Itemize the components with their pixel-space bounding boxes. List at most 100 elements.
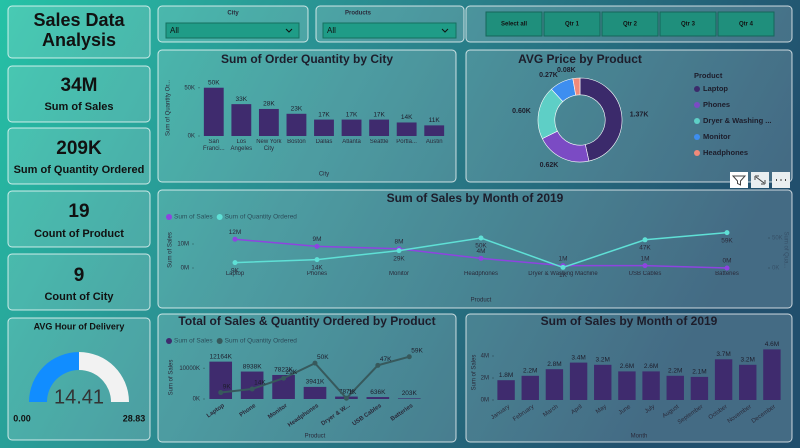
data-label: 9K [223, 383, 232, 390]
slicer-label: Products [345, 11, 372, 17]
gauge-max: 28.83 [123, 413, 146, 423]
filter-icon[interactable] [731, 175, 747, 186]
data-label: 9M [312, 236, 321, 243]
legend-swatch [694, 118, 700, 124]
point-marker [396, 248, 402, 254]
title-box: Sales Data Analysis [33, 10, 124, 50]
button-label[interactable]: Qtr 1 [565, 22, 580, 28]
x-tick-label: New York City [256, 139, 282, 152]
point-marker [724, 265, 730, 271]
data-label: 23K [291, 106, 303, 113]
data-label: 14K [311, 264, 323, 271]
bar [240, 371, 264, 399]
point-marker [281, 375, 287, 381]
kpi-value: 19 [68, 201, 89, 222]
y-tick-label: 2M [481, 376, 489, 382]
chart-card [157, 49, 457, 183]
data-label: 14K [401, 114, 413, 121]
data-label: 29K [286, 369, 298, 376]
label-box: Seattle [369, 139, 389, 145]
chart-card [157, 313, 457, 443]
legend-swatch [166, 214, 172, 220]
filter-button[interactable] [730, 172, 748, 188]
chart-title: Sum of Order Quantity by City [221, 52, 393, 66]
button-label[interactable]: Qtr 2 [623, 22, 638, 28]
chart-title: Sum of Sales by Month of 2019 [387, 191, 564, 205]
y-axis-title: Sum of Quantity Or... [166, 80, 172, 136]
legend-swatch [694, 102, 700, 108]
bar [545, 369, 564, 400]
chart-title: Sum of Sales by Month of 2019 [541, 314, 718, 328]
x-tick-label: Boston [287, 139, 306, 145]
kpi-card [7, 127, 151, 185]
quarter-button[interactable] [717, 11, 775, 37]
label-box: Portla... [396, 139, 417, 145]
gauge-card [7, 317, 151, 441]
legend-label: Phones [703, 100, 730, 109]
bar [369, 119, 390, 136]
button-label[interactable]: Qtr 4 [739, 22, 754, 28]
quarter-button[interactable] [601, 11, 659, 37]
gauge-title: AVG Hour of Delivery [34, 321, 125, 331]
legend-label: Monitor [703, 132, 731, 141]
data-label: 2.2M [523, 368, 537, 375]
data-label: 17K [346, 111, 358, 118]
data-label: 3941K [306, 379, 325, 386]
data-label: 8938K [243, 363, 262, 370]
kpi-value: 209K [56, 138, 102, 159]
gauge-value: 14.41 [54, 386, 104, 408]
label-box: Boston [287, 139, 306, 145]
legend-swatch [216, 214, 223, 220]
focus-icon[interactable] [754, 175, 766, 185]
data-label: 0.27K [539, 72, 558, 79]
x-tick-label: Phones [306, 271, 328, 277]
data-label: 47K [380, 356, 392, 363]
data-label: 2.6M [620, 363, 634, 370]
button-label[interactable]: Select all [501, 22, 527, 28]
x-tick-label: Dallas [315, 139, 333, 145]
x-axis-title: Product [471, 298, 492, 304]
data-label: 4.6M [765, 341, 779, 348]
bar [618, 371, 636, 400]
quarter-button[interactable] [543, 11, 601, 37]
data-label: 33K [236, 96, 248, 103]
bar [763, 349, 781, 400]
kpi-value: 34M [61, 75, 98, 96]
gauge-min: 0.00 [13, 413, 31, 423]
data-label: 2.8M [547, 361, 561, 368]
data-label: 787K [339, 388, 355, 395]
data-label: 17K [318, 111, 330, 118]
button-label[interactable]: Qtr 3 [681, 22, 696, 28]
data-label: 2.2M [668, 368, 682, 375]
label-box: Headphones [464, 271, 498, 277]
bar [690, 376, 709, 400]
quarter-button[interactable] [485, 11, 543, 37]
bar [231, 104, 252, 136]
dropdown-chevron[interactable] [285, 28, 293, 33]
bar [258, 108, 279, 136]
data-label: 50K [208, 79, 220, 86]
bar [203, 87, 224, 136]
bar [497, 380, 515, 400]
data-label: 203K [402, 390, 418, 397]
quarter-button[interactable] [659, 11, 717, 37]
dropdown-value[interactable]: All [327, 26, 336, 35]
data-label: 12164K [210, 353, 233, 360]
dropdown-chevron[interactable] [441, 28, 449, 33]
label-box: Atlanta [342, 139, 361, 145]
dropdown[interactable] [322, 22, 457, 39]
y2-axis-title: Sum of Qua... [782, 231, 788, 268]
y-tick-label: 4M [481, 354, 489, 360]
point-marker [478, 235, 484, 241]
data-label: 1.8M [499, 372, 513, 379]
dropdown-value[interactable]: All [170, 26, 179, 35]
point-marker [724, 230, 730, 236]
x-axis-title: City [319, 172, 329, 178]
point-marker [314, 257, 320, 263]
label-box: Los Angeles [230, 139, 252, 152]
y-tick-label: 0K [193, 397, 200, 403]
dropdown[interactable] [165, 22, 300, 39]
y-axis-title: Sum of Sales [168, 232, 174, 268]
x-tick-label: Seattle [369, 139, 389, 145]
